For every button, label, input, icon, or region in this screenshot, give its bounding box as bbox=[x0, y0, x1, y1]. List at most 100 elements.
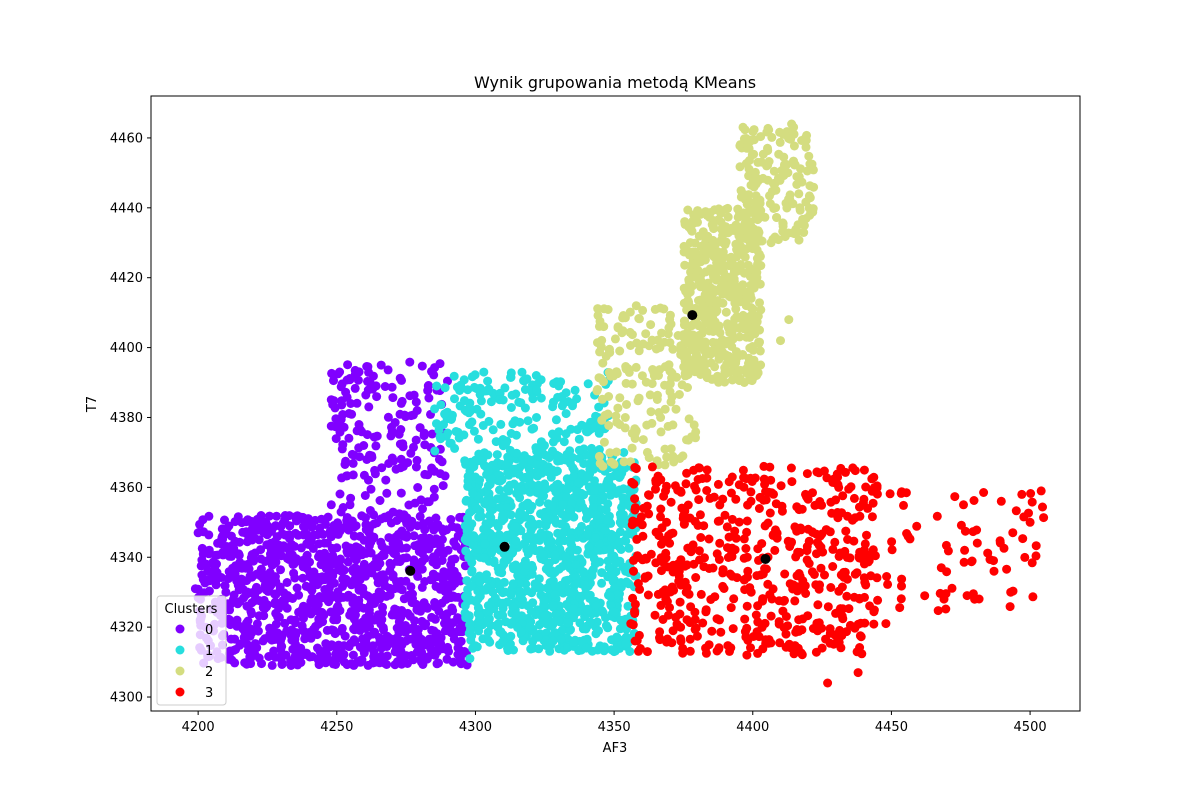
data-point bbox=[794, 569, 804, 578]
data-point bbox=[855, 511, 865, 521]
data-point bbox=[852, 647, 862, 657]
data-point bbox=[424, 393, 434, 403]
data-point bbox=[448, 657, 458, 667]
data-point bbox=[718, 494, 728, 504]
data-point bbox=[781, 642, 791, 652]
data-point bbox=[514, 469, 524, 479]
data-point bbox=[237, 574, 246, 584]
data-point bbox=[550, 590, 560, 600]
y-tick-label: 4380 bbox=[110, 411, 143, 426]
data-point bbox=[705, 493, 715, 503]
data-point bbox=[470, 533, 480, 543]
series-3 bbox=[626, 461, 1049, 688]
data-point bbox=[676, 622, 686, 632]
data-point bbox=[989, 566, 999, 576]
x-tick-label: 4450 bbox=[875, 720, 908, 735]
data-point bbox=[439, 549, 448, 559]
data-point bbox=[936, 563, 946, 573]
data-point bbox=[375, 559, 385, 568]
data-point bbox=[519, 376, 529, 386]
data-point bbox=[342, 547, 352, 556]
data-point bbox=[794, 189, 804, 199]
data-point bbox=[739, 534, 749, 544]
data-point bbox=[526, 606, 536, 616]
data-point bbox=[443, 587, 453, 597]
data-point bbox=[763, 518, 773, 528]
data-point bbox=[354, 595, 364, 605]
data-point bbox=[776, 481, 786, 491]
data-point bbox=[615, 420, 625, 429]
data-point bbox=[756, 360, 766, 370]
data-point bbox=[354, 420, 364, 429]
data-point bbox=[647, 418, 657, 428]
data-point bbox=[692, 352, 702, 362]
data-point bbox=[642, 647, 652, 657]
data-point bbox=[235, 537, 245, 547]
data-point bbox=[300, 634, 310, 644]
data-point bbox=[594, 626, 603, 636]
legend: Clusters 0 1 2 3 bbox=[156, 595, 227, 706]
data-point bbox=[867, 486, 877, 496]
data-point bbox=[262, 530, 272, 540]
data-point bbox=[716, 217, 726, 227]
data-point bbox=[344, 433, 354, 443]
data-point bbox=[324, 556, 334, 566]
data-point bbox=[816, 563, 826, 573]
data-point bbox=[734, 517, 744, 527]
data-point bbox=[674, 390, 684, 399]
data-point bbox=[261, 585, 271, 595]
data-point bbox=[303, 514, 313, 524]
data-point bbox=[1006, 587, 1016, 597]
data-point bbox=[395, 409, 405, 419]
data-point bbox=[426, 650, 436, 660]
data-point bbox=[720, 367, 730, 377]
data-point bbox=[464, 611, 474, 621]
data-point bbox=[239, 626, 249, 636]
data-point bbox=[644, 490, 653, 500]
data-point bbox=[455, 512, 465, 522]
data-point bbox=[411, 640, 421, 649]
data-point bbox=[848, 463, 858, 473]
data-point bbox=[389, 456, 399, 466]
data-point bbox=[836, 643, 846, 653]
data-point bbox=[247, 609, 257, 619]
data-point bbox=[1026, 489, 1036, 498]
data-point bbox=[784, 194, 794, 204]
data-point bbox=[561, 551, 571, 561]
data-point bbox=[760, 618, 770, 628]
data-point bbox=[561, 429, 571, 439]
legend-label-1: 1 bbox=[205, 644, 213, 659]
data-point bbox=[680, 260, 690, 270]
data-point bbox=[665, 315, 675, 325]
data-point bbox=[492, 450, 502, 460]
data-point bbox=[853, 619, 863, 629]
data-point bbox=[681, 479, 691, 489]
data-point bbox=[775, 638, 785, 648]
data-point bbox=[638, 339, 648, 349]
data-point bbox=[567, 541, 577, 551]
data-point bbox=[597, 335, 607, 345]
data-point bbox=[550, 550, 560, 560]
data-point bbox=[619, 457, 629, 467]
data-point bbox=[882, 572, 892, 581]
centroid-2 bbox=[687, 310, 698, 321]
data-point bbox=[634, 552, 643, 562]
data-point bbox=[287, 541, 297, 551]
data-point bbox=[390, 647, 400, 657]
data-point bbox=[691, 247, 700, 257]
data-point bbox=[427, 429, 437, 439]
data-point bbox=[589, 464, 599, 474]
data-point bbox=[271, 577, 281, 587]
data-point bbox=[423, 381, 433, 391]
data-point bbox=[432, 659, 442, 669]
data-point bbox=[700, 553, 709, 563]
data-point bbox=[453, 531, 463, 541]
data-point bbox=[369, 647, 379, 657]
data-point bbox=[650, 610, 660, 620]
data-point bbox=[479, 585, 489, 595]
data-point bbox=[366, 548, 376, 558]
data-point bbox=[558, 562, 567, 571]
data-point bbox=[501, 553, 511, 563]
data-point bbox=[431, 560, 441, 570]
